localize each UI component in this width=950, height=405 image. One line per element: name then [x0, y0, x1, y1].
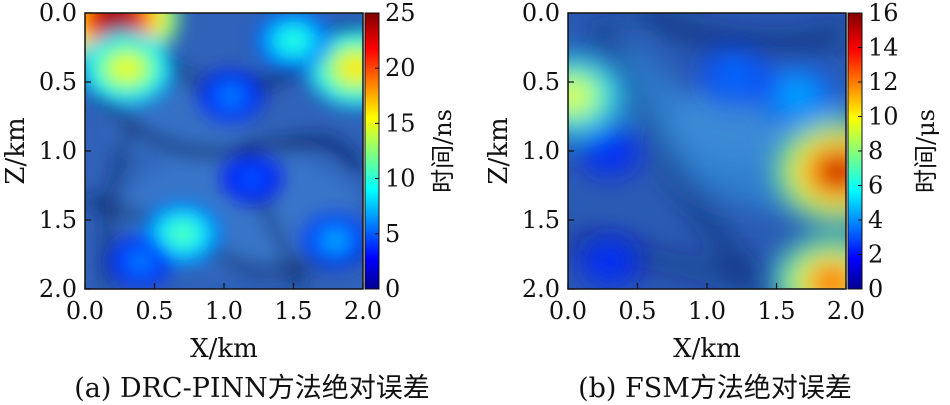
y-ticks-a: 0.0 0.5 1.0 1.5 2.0	[39, 0, 91, 303]
colorbar-tick-label: 10	[868, 103, 899, 131]
y-tick-label: 1.0	[522, 137, 560, 165]
x-tick-label: 1.5	[274, 297, 312, 325]
heatmap-hotspot	[222, 155, 281, 202]
colorbar-tick-label: 0	[868, 275, 883, 303]
colorbar-tick-label: 8	[868, 137, 883, 165]
colorbar-tick-label: 16	[868, 0, 899, 27]
y-tick-label: 0.5	[522, 68, 560, 96]
y-tick-label: 0.0	[522, 0, 560, 27]
colorbar-tick-label: 10	[385, 165, 416, 193]
colorbar-b-label: 时间/μs	[912, 109, 940, 193]
x-ticks-b: 0.0 0.5 1.0 1.5 2.0	[549, 283, 865, 325]
panel-b: 0.0 0.5 1.0 1.5 2.0 0.0 0.5 1.0 1.5 2.0 X/km Z/k…	[484, 0, 940, 404]
heatmap-b	[568, 13, 846, 289]
colorbar-b-ticks: 0 2 4 6 8 10 12 14 16	[858, 0, 899, 303]
y-tick-label: 1.5	[522, 206, 560, 234]
caption-b: (b) FSM方法绝对误差	[578, 373, 852, 404]
colorbar-tick-label: 5	[385, 220, 400, 248]
colorbar-tick-label: 15	[385, 109, 416, 137]
heatmap-hotspot	[776, 121, 846, 222]
colorbar-a-ticks: 0 5 10 15 20 25	[375, 0, 416, 303]
x-ticks-a: 0.0 0.5 1.0 1.5 2.0	[66, 283, 382, 325]
x-tick-label: 1.5	[757, 297, 795, 325]
y-tick-label: 2.0	[522, 275, 560, 303]
colorbar-tick-label: 0	[385, 275, 400, 303]
y-axis-label-b: Z/km	[484, 117, 514, 184]
heatmap-a-hotspots	[85, 13, 363, 287]
x-axis-label-b: X/km	[673, 334, 741, 364]
x-tick-label: 1.0	[205, 297, 243, 325]
x-tick-label: 0.5	[135, 297, 173, 325]
heatmap-hotspot	[581, 238, 639, 285]
x-axis-label-a: X/km	[190, 334, 258, 364]
x-tick-label: 2.0	[344, 297, 382, 325]
x-tick-label: 1.0	[688, 297, 726, 325]
heatmap-hotspot	[763, 68, 832, 124]
colorbar-tick-label: 12	[868, 68, 899, 96]
heatmap-b-hotspots	[568, 50, 846, 289]
colorbar-tick-label: 25	[385, 0, 416, 27]
y-tick-label: 0.5	[39, 68, 77, 96]
colorbar-tick-label: 14	[868, 34, 899, 62]
colorbar-tick-label: 4	[868, 206, 883, 234]
heatmap-hotspot	[85, 30, 174, 106]
y-tick-label: 2.0	[39, 275, 77, 303]
x-tick-label: 0.0	[549, 297, 587, 325]
heatmap-hotspot	[255, 13, 332, 71]
colorbar-a	[364, 12, 380, 290]
panel-a: 0.0 0.5 1.0 1.5 2.0 0.0 0.5 1.0 1.5 2.0 X/km Z/k…	[1, 0, 457, 404]
y-tick-label: 0.0	[39, 0, 77, 27]
heatmap-hotspot	[200, 71, 262, 121]
caption-a: (a) DRC-PINN方法绝对误差	[74, 373, 430, 404]
heatmap-hotspot	[109, 236, 172, 287]
colorbar-tick-label: 6	[868, 172, 883, 200]
colorbar-tick-label: 2	[868, 241, 883, 269]
heatmap-hotspot	[775, 236, 846, 289]
y-axis-label-a: Z/km	[1, 117, 31, 184]
y-ticks-b: 0.0 0.5 1.0 1.5 2.0	[522, 0, 574, 303]
heatmap-hotspot	[302, 214, 363, 267]
heatmap-hotspot	[703, 50, 767, 101]
x-tick-label: 0.0	[66, 297, 104, 325]
colorbar-a-label: 时间/ns	[429, 109, 457, 193]
colorbar-tick-label: 20	[385, 54, 416, 82]
y-tick-label: 1.0	[39, 137, 77, 165]
heatmap-hotspot	[581, 128, 639, 174]
x-tick-label: 2.0	[827, 297, 865, 325]
y-tick-label: 1.5	[39, 206, 77, 234]
heatmap-a	[85, 13, 363, 289]
heatmap-hotspot	[568, 57, 621, 135]
x-tick-label: 0.5	[618, 297, 656, 325]
